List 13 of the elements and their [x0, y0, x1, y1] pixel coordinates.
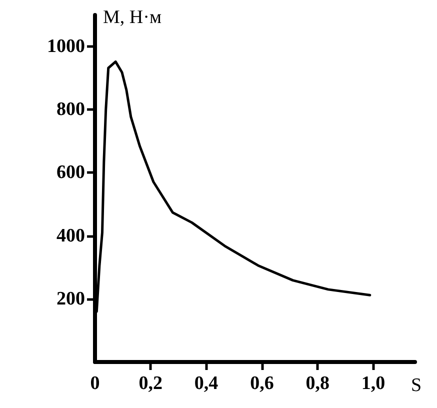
y-axis-title: M, Н·м [103, 7, 162, 28]
y-tick-label: 400 [56, 225, 85, 246]
x-tick-label: 0,8 [306, 373, 330, 394]
y-tick-label: 600 [56, 162, 85, 184]
x-tick-label: 0 [90, 373, 100, 394]
y-tick-label: 800 [56, 99, 85, 120]
x-axis-title: S [411, 375, 422, 396]
y-tick-label: 1000 [47, 36, 85, 58]
x-tick-label: 0,6 [250, 373, 274, 394]
x-tick-label: 1,0 [361, 373, 386, 394]
x-tick-label: 0,2 [138, 373, 163, 394]
y-tick-label: 200 [56, 288, 85, 310]
x-tick-label: 0,4 [194, 373, 219, 394]
